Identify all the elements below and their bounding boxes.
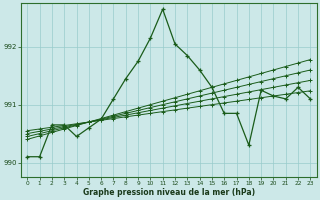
X-axis label: Graphe pression niveau de la mer (hPa): Graphe pression niveau de la mer (hPa) [83,188,255,197]
